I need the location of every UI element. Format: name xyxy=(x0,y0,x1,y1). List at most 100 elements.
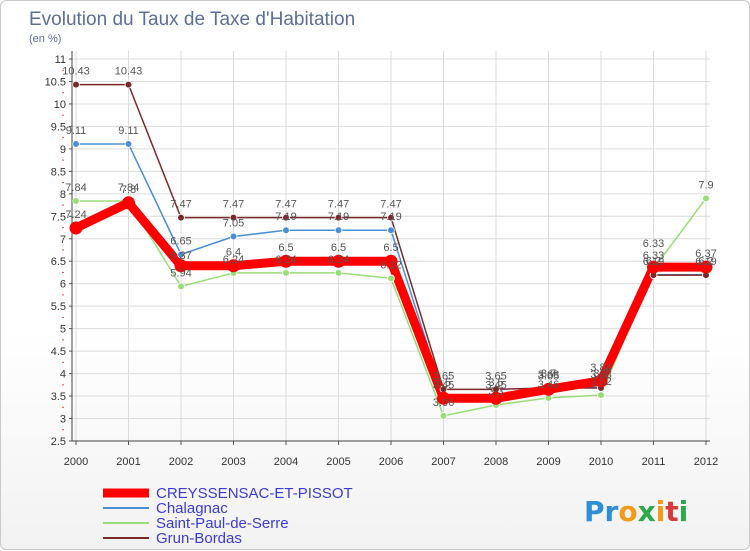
x-tick-label: 2006 xyxy=(379,456,403,468)
data-point xyxy=(702,194,710,203)
data-point xyxy=(597,391,605,399)
data-label: 3.68 xyxy=(538,369,559,381)
y-tick-label: 6.5 xyxy=(51,256,66,268)
data-point xyxy=(332,254,345,268)
data-label: 3.7 xyxy=(593,368,608,380)
data-label: 10.43 xyxy=(115,66,143,78)
data-label: 3.5 xyxy=(488,377,503,389)
data-point xyxy=(699,260,713,274)
data-label: 6.24 xyxy=(275,254,296,266)
data-labels: 7.247.86.4 6.5 6.5 6.53.45 3.453.653.846.379… xyxy=(62,66,716,409)
x-tick-label: 2012 xyxy=(694,456,718,468)
data-label: 7.9 xyxy=(698,179,713,191)
legend: CREYSSENSAC-ET-PISSOTChalagnacSaint-Paul… xyxy=(103,485,353,547)
data-label: 6.37 xyxy=(170,250,191,262)
data-label: 6.33 xyxy=(643,238,664,250)
data-label: 10.43 xyxy=(62,66,90,78)
data-label: 6.2 xyxy=(646,256,661,268)
data-label: 7.84 xyxy=(65,182,86,194)
data-label: 7.47 xyxy=(275,199,296,211)
data-label: 6.19 xyxy=(695,256,716,268)
x-tick-label: 2009 xyxy=(536,456,560,468)
y-tick-label: 5 xyxy=(60,324,66,336)
data-point xyxy=(72,140,80,148)
data-label: 7.19 xyxy=(380,211,401,223)
data-point xyxy=(384,254,398,268)
x-tick-label: 2000 xyxy=(64,456,88,468)
data-point xyxy=(124,140,133,148)
data-point xyxy=(122,196,135,210)
data-point xyxy=(69,221,83,235)
x-tick-label: 2007 xyxy=(431,456,455,468)
chart-subtitle: (en %) xyxy=(29,33,61,45)
legend-label-0: CREYSSENSAC-ET-PISSOT xyxy=(156,485,353,502)
y-tick-label: 7.5 xyxy=(51,211,66,223)
data-label: 3.5 xyxy=(436,377,451,389)
data-label: 6.5 xyxy=(278,242,293,254)
data-label: 7.47 xyxy=(170,199,191,211)
x-tick-label: 2010 xyxy=(589,456,613,468)
data-label: 6.5 xyxy=(331,242,346,254)
data-label: 3.46 xyxy=(538,379,559,391)
data-point xyxy=(282,226,290,235)
data-point xyxy=(387,226,395,235)
y-tick-label: 11 xyxy=(55,54,66,66)
axes: 2.5 3 3.5 4 4.5 5 5.5 6 6.5 7 7.5 8 8.5 9 9.5 10 10.5 11 2… xyxy=(45,51,718,468)
logo-letter: r xyxy=(605,495,619,528)
data-point xyxy=(229,213,238,222)
data-label: 6.4 xyxy=(226,247,241,259)
legend-label-2: Saint-Paul-de-Serre xyxy=(156,515,289,532)
data-label: 3.45 xyxy=(485,379,506,391)
data-point xyxy=(647,260,660,274)
data-label: 6.5 xyxy=(383,242,398,254)
data-label: 7.19 xyxy=(328,211,349,223)
y-tick-label: 4 xyxy=(60,369,66,381)
data-label: 7.84 xyxy=(118,182,139,194)
x-tick-label: 2002 xyxy=(169,456,193,468)
data-label: 6.33 xyxy=(643,250,664,262)
data-point xyxy=(279,254,293,268)
data-label: 6.24 xyxy=(328,254,349,266)
y-tick-label: 10 xyxy=(54,99,66,111)
data-label: 6.19 xyxy=(643,256,664,268)
data-point xyxy=(282,269,290,277)
y-tick-label: 7 xyxy=(60,234,66,246)
data-point xyxy=(489,391,503,405)
y-tick-label: 3.5 xyxy=(51,391,66,403)
logo-letter: i xyxy=(679,495,689,528)
data-label: 3.7 xyxy=(541,368,556,380)
y-tick-label: 6 xyxy=(60,279,66,291)
data-label: 3.65 xyxy=(433,370,454,382)
logo-letter: i xyxy=(656,495,666,528)
y-tick-label: 3 xyxy=(60,414,66,426)
data-label: 3.65 xyxy=(538,370,559,382)
data-label: 6.2 xyxy=(698,256,713,268)
data-point xyxy=(439,412,448,420)
proxiti-logo: Proxiti xyxy=(584,495,688,528)
data-point xyxy=(229,232,238,241)
x-tick-label: 2003 xyxy=(221,456,245,468)
chart-title: Evolution du Taux de Taxe d'Habitation xyxy=(29,9,355,30)
data-label: 3.45 xyxy=(433,379,454,391)
data-label: 7.47 xyxy=(223,199,244,211)
data-point xyxy=(177,282,185,291)
y-tick-label: 8 xyxy=(60,189,66,201)
x-tick-label: 2011 xyxy=(642,456,666,468)
data-point xyxy=(72,197,80,205)
data-label: 3.06 xyxy=(433,397,454,409)
data-label: 3.84 xyxy=(590,362,611,374)
x-tick-label: 2001 xyxy=(116,456,140,468)
data-point xyxy=(387,274,395,283)
logo-letter: P xyxy=(584,495,605,528)
data-point xyxy=(594,374,608,388)
logo-letter: t xyxy=(665,495,678,528)
y-tick-label: 9.5 xyxy=(51,121,66,133)
data-point xyxy=(177,213,185,222)
data-point xyxy=(124,80,133,89)
data-label: 7.19 xyxy=(275,211,296,223)
series-points xyxy=(69,80,713,420)
data-label: 3.65 xyxy=(485,370,506,382)
y-tick-label: 2.5 xyxy=(51,436,66,448)
